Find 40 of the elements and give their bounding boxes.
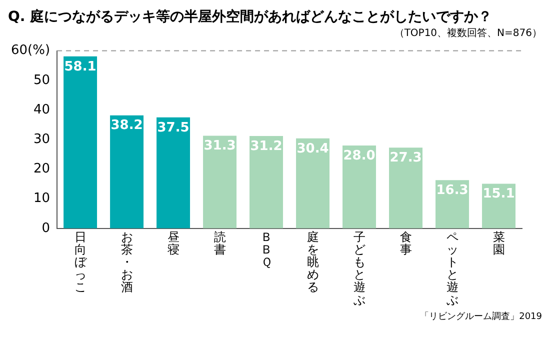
x-tick-label: 庭を眺める [306, 230, 319, 294]
x-tick-label: ペットと遊ぶ [446, 230, 458, 307]
data-label: 30.4 [296, 141, 329, 156]
data-label: 58.1 [64, 59, 96, 74]
y-tick-label: 50 [33, 72, 50, 88]
bar [389, 148, 422, 228]
data-label: 31.3 [204, 138, 236, 154]
data-label: 15.1 [482, 186, 515, 202]
bar [250, 136, 284, 228]
y-tick-label: 40 [33, 102, 50, 118]
data-label: 16.3 [436, 183, 468, 198]
data-label: 37.5 [157, 120, 190, 136]
text: 「リビングルーム調査」2019 [419, 310, 542, 323]
data-label: 38.2 [110, 118, 143, 134]
data-label: 28.0 [343, 148, 376, 164]
bar [482, 184, 516, 228]
x-tick-label: 昼寝 [167, 230, 180, 256]
chart-subtitle: （TOP10、複数回答、N=876） [393, 26, 542, 40]
x-tick-label: 子どもと遊ぶ [353, 230, 366, 307]
bar [342, 146, 376, 228]
x-tick-label: お茶・お酒 [120, 230, 133, 294]
bar [436, 180, 469, 228]
data-label: 31.2 [250, 138, 282, 154]
bar [156, 117, 190, 228]
chart-title: Q. 庭につながるデッキ等の半屋外空間があればどんなことがしたいですか？ [8, 8, 494, 26]
x-tick-label: 読書 [214, 230, 226, 256]
x-tick-label: 菜園 [492, 230, 505, 256]
bar [296, 138, 330, 228]
y-tick-label: 0 [42, 220, 50, 236]
x-tick-label: 食事 [400, 230, 412, 256]
bar [203, 136, 237, 228]
y-tick-label: 30 [33, 132, 50, 147]
data-label: 27.3 [390, 150, 422, 166]
x-tick-label: 日向ぼっこ [74, 230, 88, 294]
y-tick-label: 20 [33, 162, 50, 177]
bar [110, 115, 144, 228]
y-tick-label: 10 [33, 191, 50, 206]
y-tick-label: 60(%) [10, 43, 50, 58]
x-tick-label: ＢＢＱ [260, 230, 272, 270]
bar [64, 56, 98, 228]
